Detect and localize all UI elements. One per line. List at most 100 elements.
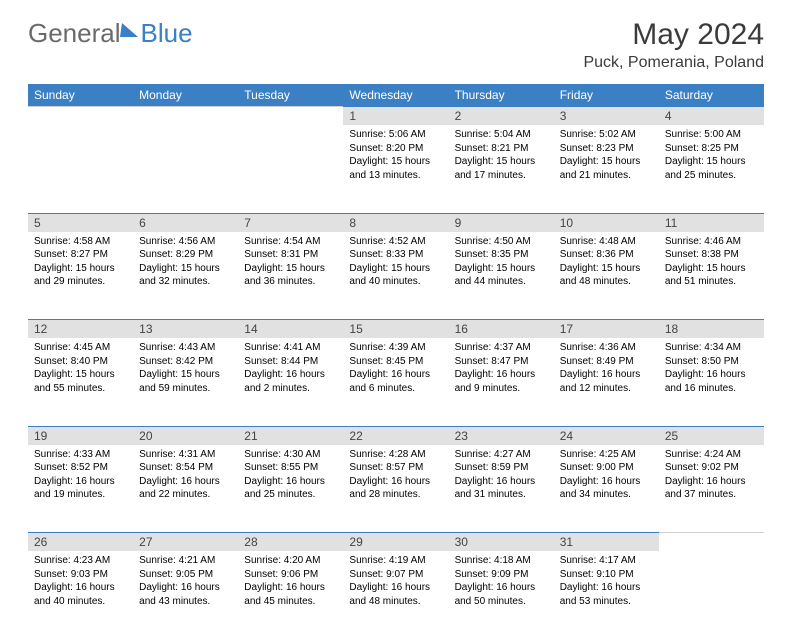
day-line: Sunset: 8:25 PM [665, 142, 758, 156]
brand-part1: General [28, 18, 121, 49]
day-number-cell: 3 [554, 107, 659, 126]
day-line: Sunrise: 5:04 AM [455, 128, 548, 142]
location: Puck, Pomerania, Poland [583, 54, 764, 72]
day-line: Sunrise: 4:46 AM [665, 235, 758, 249]
day-number-cell [28, 107, 133, 126]
day-line: and 53 minutes. [560, 595, 653, 609]
day-number-cell: 2 [449, 107, 554, 126]
day-line: and 32 minutes. [139, 275, 232, 289]
day-line: Sunrise: 4:58 AM [34, 235, 127, 249]
day-line: Daylight: 16 hours [34, 581, 127, 595]
day-line: and 29 minutes. [34, 275, 127, 289]
day-line: Daylight: 16 hours [349, 475, 442, 489]
day-content-cell: Sunrise: 4:43 AMSunset: 8:42 PMDaylight:… [133, 338, 238, 426]
day-line: and 25 minutes. [244, 488, 337, 502]
day-line: Daylight: 15 hours [139, 262, 232, 276]
day-line: Sunrise: 4:31 AM [139, 448, 232, 462]
day-line: and 45 minutes. [244, 595, 337, 609]
day-number-cell [133, 107, 238, 126]
day-line: Sunrise: 4:27 AM [455, 448, 548, 462]
day-content-cell: Sunrise: 5:06 AMSunset: 8:20 PMDaylight:… [343, 125, 448, 213]
week-daynum-row: 567891011 [28, 213, 764, 232]
week-content-row: Sunrise: 4:23 AMSunset: 9:03 PMDaylight:… [28, 551, 764, 639]
day-line: Sunset: 8:23 PM [560, 142, 653, 156]
day-line: Daylight: 15 hours [349, 262, 442, 276]
day-number-cell: 21 [238, 426, 343, 445]
day-line: and 48 minutes. [560, 275, 653, 289]
day-line: Sunset: 9:09 PM [455, 568, 548, 582]
day-line: Sunset: 8:52 PM [34, 461, 127, 475]
day-line: Sunrise: 5:00 AM [665, 128, 758, 142]
day-line: Sunset: 8:47 PM [455, 355, 548, 369]
day-number-cell: 10 [554, 213, 659, 232]
week-daynum-row: 262728293031 [28, 533, 764, 552]
day-content-cell: Sunrise: 4:23 AMSunset: 9:03 PMDaylight:… [28, 551, 133, 639]
day-line: Daylight: 16 hours [244, 581, 337, 595]
day-content-cell: Sunrise: 4:21 AMSunset: 9:05 PMDaylight:… [133, 551, 238, 639]
day-line: Sunset: 8:45 PM [349, 355, 442, 369]
month-title: May 2024 [583, 18, 764, 52]
calendar-body: 1234Sunrise: 5:06 AMSunset: 8:20 PMDayli… [28, 107, 764, 639]
day-line: Daylight: 15 hours [560, 155, 653, 169]
day-number-cell: 27 [133, 533, 238, 552]
day-line: Sunrise: 4:25 AM [560, 448, 653, 462]
day-content-cell: Sunrise: 4:48 AMSunset: 8:36 PMDaylight:… [554, 232, 659, 320]
day-content-cell: Sunrise: 4:19 AMSunset: 9:07 PMDaylight:… [343, 551, 448, 639]
day-line: and 34 minutes. [560, 488, 653, 502]
day-number-cell: 14 [238, 320, 343, 339]
day-number-cell: 19 [28, 426, 133, 445]
week-content-row: Sunrise: 4:45 AMSunset: 8:40 PMDaylight:… [28, 338, 764, 426]
day-line: and 31 minutes. [455, 488, 548, 502]
week-content-row: Sunrise: 4:58 AMSunset: 8:27 PMDaylight:… [28, 232, 764, 320]
day-line: Sunrise: 4:43 AM [139, 341, 232, 355]
day-number-cell: 17 [554, 320, 659, 339]
day-line: Sunrise: 4:36 AM [560, 341, 653, 355]
day-line: Sunrise: 4:17 AM [560, 554, 653, 568]
day-number-cell: 7 [238, 213, 343, 232]
day-number-cell: 8 [343, 213, 448, 232]
day-line: and 6 minutes. [349, 382, 442, 396]
day-line: and 21 minutes. [560, 169, 653, 183]
day-line: Sunset: 8:29 PM [139, 248, 232, 262]
day-content-cell: Sunrise: 4:17 AMSunset: 9:10 PMDaylight:… [554, 551, 659, 639]
day-line: Sunset: 8:36 PM [560, 248, 653, 262]
day-number-cell: 30 [449, 533, 554, 552]
week-content-row: Sunrise: 5:06 AMSunset: 8:20 PMDaylight:… [28, 125, 764, 213]
day-content-cell: Sunrise: 4:56 AMSunset: 8:29 PMDaylight:… [133, 232, 238, 320]
day-number-cell: 29 [343, 533, 448, 552]
day-number-cell: 28 [238, 533, 343, 552]
day-line: Daylight: 16 hours [455, 475, 548, 489]
day-header: Friday [554, 84, 659, 107]
day-line: and 13 minutes. [349, 169, 442, 183]
day-number-cell: 6 [133, 213, 238, 232]
day-line: Sunrise: 5:06 AM [349, 128, 442, 142]
day-header: Saturday [659, 84, 764, 107]
day-content-cell: Sunrise: 4:28 AMSunset: 8:57 PMDaylight:… [343, 445, 448, 533]
day-content-cell: Sunrise: 4:52 AMSunset: 8:33 PMDaylight:… [343, 232, 448, 320]
day-line: Daylight: 16 hours [560, 368, 653, 382]
day-line: Daylight: 16 hours [139, 581, 232, 595]
day-number-cell: 4 [659, 107, 764, 126]
day-line: Sunrise: 5:02 AM [560, 128, 653, 142]
day-line: Sunrise: 4:21 AM [139, 554, 232, 568]
day-line: and 12 minutes. [560, 382, 653, 396]
day-line: Sunset: 8:40 PM [34, 355, 127, 369]
day-line: and 9 minutes. [455, 382, 548, 396]
day-number-cell: 25 [659, 426, 764, 445]
day-line: Sunrise: 4:52 AM [349, 235, 442, 249]
day-line: Sunset: 8:44 PM [244, 355, 337, 369]
day-line: Sunrise: 4:28 AM [349, 448, 442, 462]
day-header: Monday [133, 84, 238, 107]
week-daynum-row: 1234 [28, 107, 764, 126]
week-daynum-row: 19202122232425 [28, 426, 764, 445]
week-content-row: Sunrise: 4:33 AMSunset: 8:52 PMDaylight:… [28, 445, 764, 533]
day-line: Sunset: 9:07 PM [349, 568, 442, 582]
day-line: Sunset: 8:21 PM [455, 142, 548, 156]
day-header: Tuesday [238, 84, 343, 107]
day-line: Sunset: 8:42 PM [139, 355, 232, 369]
day-line: Sunset: 8:50 PM [665, 355, 758, 369]
day-content-cell: Sunrise: 4:24 AMSunset: 9:02 PMDaylight:… [659, 445, 764, 533]
day-header: Thursday [449, 84, 554, 107]
day-line: Daylight: 16 hours [349, 368, 442, 382]
day-line: Daylight: 15 hours [665, 155, 758, 169]
